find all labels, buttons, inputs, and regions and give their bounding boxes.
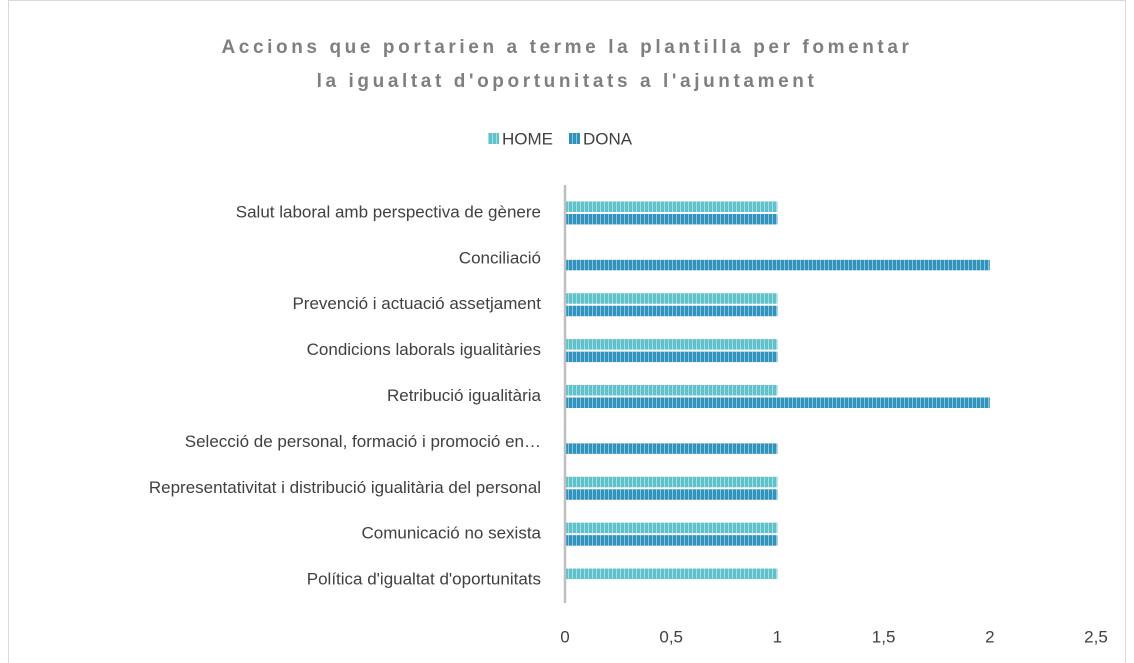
- y-tick-label: Selecció de personal, formació i promoci…: [185, 432, 541, 451]
- bar: [565, 385, 778, 396]
- bar: [565, 535, 778, 546]
- y-tick-label: Política d'igualtat d'oportunitats: [307, 570, 541, 589]
- bar: [565, 305, 778, 317]
- x-tick-label: 0,5: [659, 627, 683, 646]
- y-tick-label: Conciliació: [459, 248, 541, 267]
- bar: [565, 397, 990, 408]
- x-tick-label: 2,5: [1084, 627, 1108, 646]
- x-tick-label: 2: [985, 627, 994, 646]
- y-tick-label: Retribució igualitària: [387, 386, 542, 405]
- chart-title: Accions que portarien a terme la plantil…: [221, 37, 912, 58]
- y-tick-label: Condicions laborals igualitàries: [307, 340, 541, 359]
- x-tick-label: 1: [773, 627, 782, 646]
- chart-title: la igualtat d'oportunitats a l'ajuntamen…: [317, 71, 818, 92]
- y-tick-label: Salut laboral amb perspectiva de gènere: [236, 202, 541, 221]
- chart-border: [8, 0, 1126, 663]
- legend-label: HOME: [502, 129, 553, 148]
- y-tick-label: Representativitat i distribució igualità…: [149, 478, 541, 497]
- bar: [565, 522, 778, 534]
- legend-swatch: [569, 133, 580, 144]
- bar: [565, 293, 778, 304]
- legend-label: DONA: [583, 129, 633, 148]
- y-tick-label: Prevenció i actuació assetjament: [292, 294, 541, 313]
- bar: [565, 213, 778, 225]
- bar: [565, 476, 778, 488]
- legend-swatch: [488, 133, 499, 144]
- bar: [565, 259, 990, 271]
- y-tick-label: Comunicació no sexista: [361, 524, 541, 543]
- bar: [565, 489, 778, 500]
- bar: [565, 443, 778, 454]
- bar: [565, 568, 778, 580]
- bar: [565, 351, 778, 363]
- x-tick-label: 1,5: [872, 627, 896, 646]
- bar: [565, 339, 778, 350]
- bar: [565, 201, 778, 212]
- x-tick-label: 0: [560, 627, 569, 646]
